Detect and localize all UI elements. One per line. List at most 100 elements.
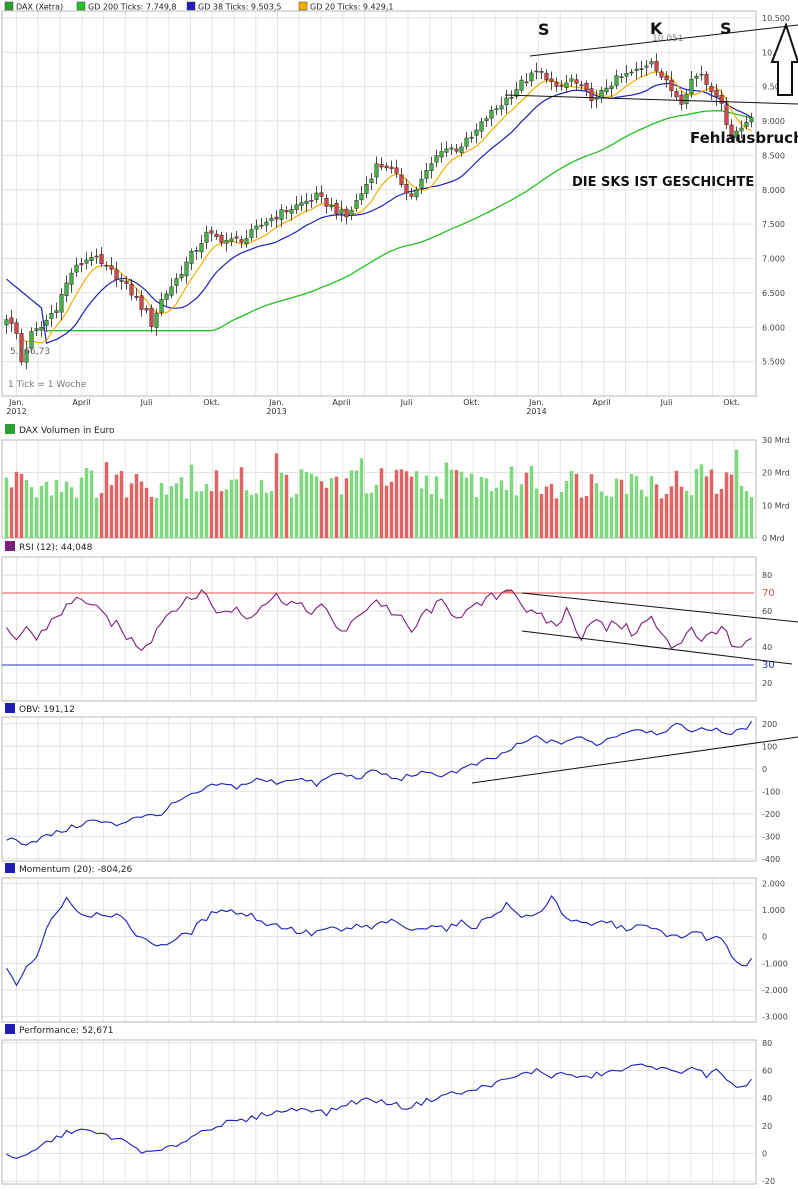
candle-down bbox=[559, 85, 564, 87]
candle-down bbox=[219, 234, 224, 243]
up-arrow-icon bbox=[770, 21, 798, 96]
obv-legend-swatch bbox=[5, 703, 15, 713]
candle-down bbox=[409, 193, 414, 197]
candle-down bbox=[124, 280, 129, 284]
candle-down bbox=[589, 88, 594, 102]
volume-bar bbox=[264, 492, 269, 538]
volume-bar bbox=[589, 474, 594, 538]
volume-bar bbox=[214, 470, 219, 538]
low-label: 5.366,73 bbox=[10, 347, 50, 357]
candle-up bbox=[339, 209, 344, 214]
y-tick-label: -3.000 bbox=[762, 1013, 788, 1022]
momentum-title: Momentum (20): -804,26 bbox=[19, 865, 133, 875]
volume-bar bbox=[664, 493, 669, 538]
candle-down bbox=[104, 264, 109, 267]
candle-up bbox=[364, 184, 369, 194]
annotation-k: K bbox=[650, 19, 663, 38]
volume-bar bbox=[519, 484, 524, 538]
candle-down bbox=[344, 208, 349, 218]
volume-bar bbox=[694, 468, 699, 538]
volume-bar bbox=[539, 493, 544, 538]
annotation-fehlausbruch: Fehlausbruch bbox=[690, 129, 798, 147]
volume-bar bbox=[19, 473, 24, 538]
legend-label: GD 200 Ticks: 7.749,8 bbox=[88, 3, 177, 12]
candle-down bbox=[129, 283, 134, 296]
candle-up bbox=[424, 170, 429, 179]
volume-bar bbox=[339, 494, 344, 538]
volume-bar bbox=[219, 491, 224, 538]
volume-bar bbox=[169, 486, 174, 538]
volume-bar bbox=[259, 480, 264, 538]
candle-down bbox=[384, 165, 389, 169]
rsi-lower-trend-line bbox=[521, 630, 793, 665]
volume-bar bbox=[449, 469, 454, 538]
volume-bar bbox=[674, 470, 679, 538]
y-tick-label: -20 bbox=[762, 1177, 775, 1186]
volume-bar bbox=[524, 472, 529, 538]
y-tick-label: -100 bbox=[762, 787, 780, 796]
volume-bar bbox=[479, 476, 484, 538]
candle-up bbox=[369, 178, 374, 183]
obv-panel: OBV: 191,12 bbox=[1, 703, 798, 862]
candle-down bbox=[709, 85, 714, 93]
candle-down bbox=[549, 78, 554, 82]
volume-bar bbox=[164, 494, 169, 538]
volume-bar bbox=[14, 471, 19, 538]
volume-bar bbox=[624, 493, 629, 538]
candle-up bbox=[509, 97, 514, 99]
y-tick-label: 100 bbox=[762, 742, 777, 751]
x-tick-label: Juli bbox=[660, 398, 673, 407]
candle-up bbox=[289, 209, 294, 214]
candle-up bbox=[609, 85, 614, 89]
candle-down bbox=[144, 308, 149, 311]
candle-down bbox=[524, 81, 529, 84]
volume-bar bbox=[684, 490, 689, 538]
candle-down bbox=[379, 164, 384, 168]
rsi-panel-frame bbox=[1, 556, 757, 702]
volume-bar bbox=[584, 496, 589, 538]
volume-bar bbox=[89, 470, 94, 538]
volume-bar bbox=[74, 497, 79, 538]
volume-bar bbox=[564, 480, 569, 538]
grid-layer: 10.50010.0009.5009.0008.5008.0007.5007.0… bbox=[2, 11, 790, 1186]
x-tick-label: Okt. bbox=[203, 398, 220, 407]
candle-up bbox=[34, 328, 39, 331]
candle-up bbox=[259, 224, 264, 227]
candle-up bbox=[619, 76, 624, 78]
volume-bar bbox=[649, 476, 654, 538]
candle-down bbox=[654, 60, 659, 72]
y-tick-label: 20 bbox=[762, 1122, 772, 1131]
x-tick-label: Jan. bbox=[268, 398, 284, 407]
candle-down bbox=[114, 269, 119, 280]
volume-bar bbox=[99, 492, 104, 538]
candle-up bbox=[244, 238, 249, 245]
candle-up bbox=[499, 105, 504, 110]
candle-up bbox=[24, 349, 29, 363]
volume-bar bbox=[39, 485, 44, 538]
volume-bar bbox=[64, 481, 69, 538]
indicator-line bbox=[6, 895, 752, 987]
candle-up bbox=[44, 319, 49, 326]
volume-bar bbox=[489, 491, 494, 538]
candle-up bbox=[489, 109, 494, 119]
y-tick-label: 7.000 bbox=[762, 255, 785, 264]
volume-bar bbox=[299, 469, 304, 538]
candle-up bbox=[154, 312, 159, 328]
volume-bar bbox=[604, 495, 609, 538]
y-tick-label: -200 bbox=[762, 810, 780, 819]
volume-bar bbox=[704, 476, 709, 538]
annotation-sks: DIE SKS IST GESCHICHTE bbox=[572, 175, 754, 190]
volume-bar bbox=[4, 477, 9, 538]
y-tick-label: 1.000 bbox=[762, 906, 785, 915]
y-tick-label: 10 Mrd bbox=[762, 501, 790, 510]
volume-title: DAX Volumen in Euro bbox=[19, 426, 115, 436]
volume-bar bbox=[749, 497, 754, 538]
candle-up bbox=[739, 127, 744, 132]
legend-label: DAX (Xetra) bbox=[16, 3, 63, 12]
volume-bar bbox=[49, 495, 54, 538]
volume-bar bbox=[349, 470, 354, 538]
volume-bar bbox=[104, 462, 109, 538]
volume-bar bbox=[679, 486, 684, 538]
candle-down bbox=[389, 166, 394, 170]
